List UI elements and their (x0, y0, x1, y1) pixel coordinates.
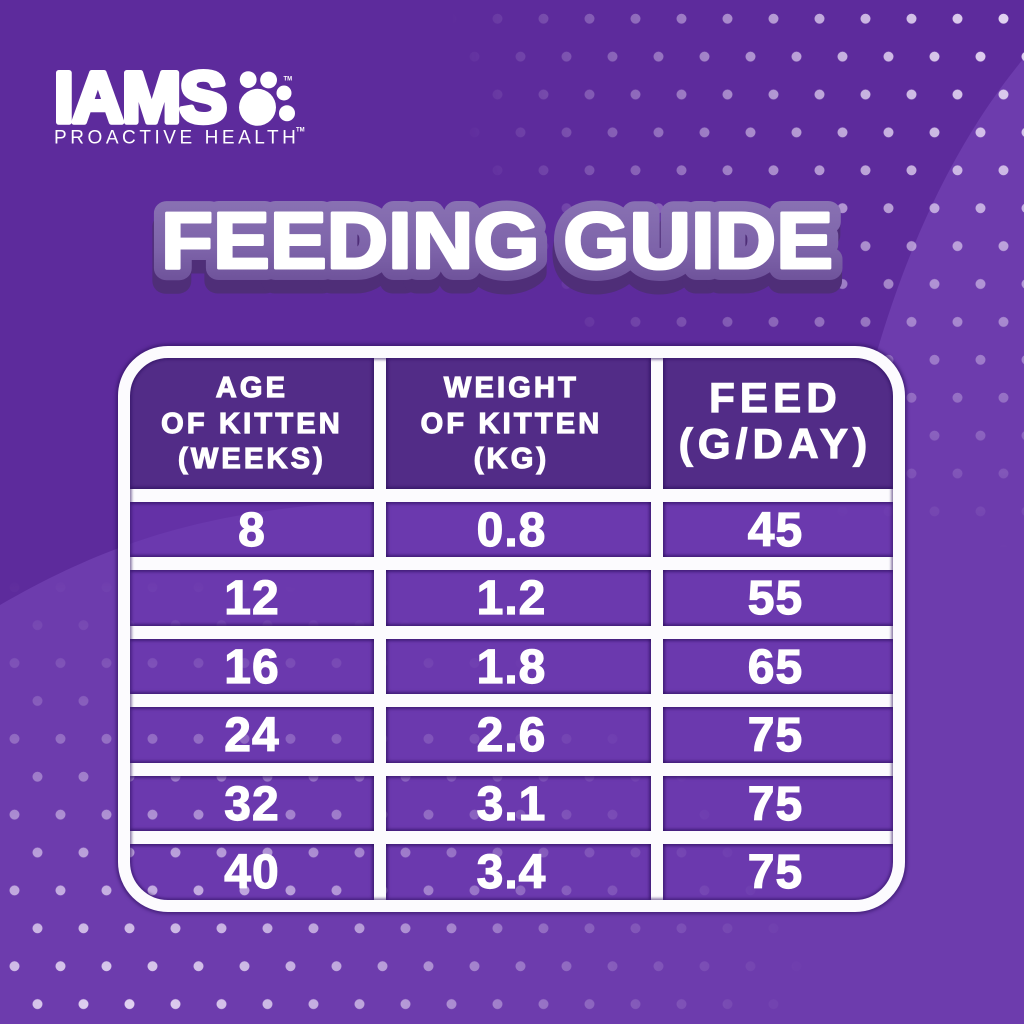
svg-text:IAMS: IAMS (54, 59, 226, 138)
svg-text:TM: TM (296, 128, 305, 134)
svg-text:FEEDING GUIDE: FEEDING GUIDE (161, 196, 833, 285)
svg-text:TM: TM (284, 77, 293, 83)
svg-text:FEEDING GUIDE: FEEDING GUIDE (160, 209, 832, 298)
svg-text:PROACTIVE HEALTH: PROACTIVE HEALTH (54, 128, 299, 149)
svg-text:FEEDING GUIDE: FEEDING GUIDE (161, 196, 833, 285)
